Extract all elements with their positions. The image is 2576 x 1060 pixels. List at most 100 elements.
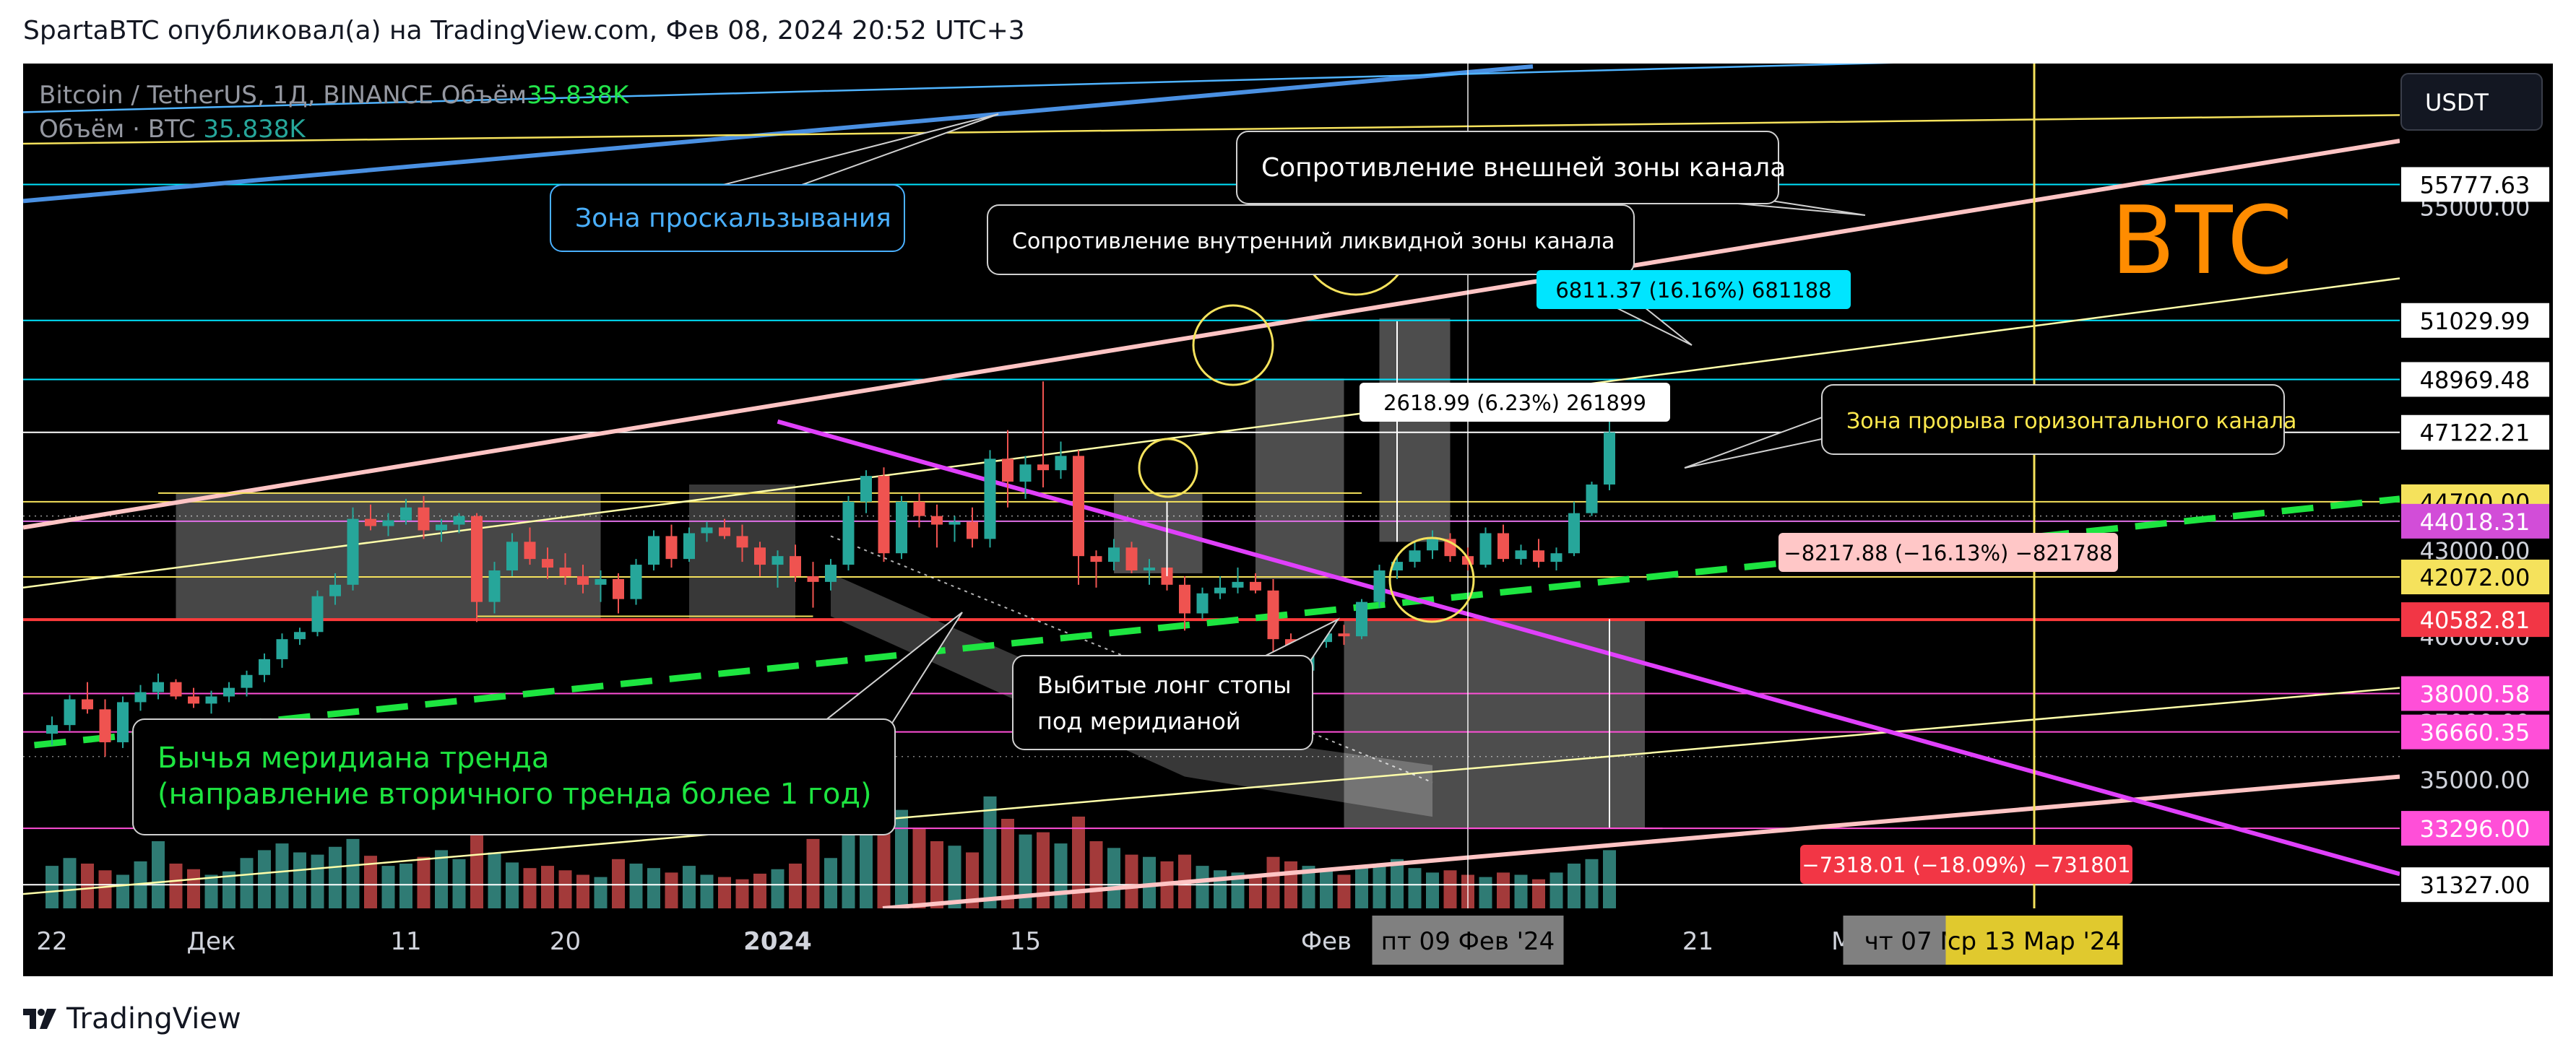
volume-bar <box>81 864 94 908</box>
volume-bar <box>222 871 235 908</box>
volume-bar <box>718 877 731 908</box>
candle-down <box>542 559 553 568</box>
tradingview-logo[interactable]: TradingView <box>23 1001 241 1037</box>
volume-bar <box>346 838 360 908</box>
callout-breakout-zone[interactable]: Зона прорыва горизонтального канала <box>1684 384 2296 469</box>
candle-up <box>1568 513 1580 554</box>
callout-slippage-zone[interactable]: Зона проскальзывания <box>550 113 999 252</box>
price-label-text: 55777.63 <box>2420 171 2530 199</box>
volume-bar <box>1426 872 1439 908</box>
currency-button-bg[interactable] <box>2400 73 2543 131</box>
candle-up <box>436 524 447 531</box>
price-label-text: 47122.21 <box>2420 420 2530 447</box>
volume-bar <box>364 856 377 908</box>
candle-down <box>665 536 678 560</box>
price-label-text: 36660.35 <box>2420 719 2530 747</box>
candle-up <box>1019 464 1032 482</box>
candle-down <box>559 568 571 576</box>
measure-label-down-2[interactable]: −7318.01 (−18.09%) −731801 <box>1800 845 2132 884</box>
callout-stop-hunt-box <box>1012 655 1313 750</box>
tradingview-brand-text: TradingView <box>66 1002 241 1035</box>
volume-bar <box>488 852 501 908</box>
volume-bar <box>293 852 306 908</box>
candle-down <box>878 476 890 554</box>
volume-bar <box>1001 819 1014 908</box>
price-label-text: 48969.48 <box>2420 366 2530 394</box>
price-label-text: 40582.81 <box>2420 607 2530 634</box>
volume-bar <box>824 858 837 908</box>
price-label-33296.00: 33296.00 <box>2401 811 2549 846</box>
candle-down <box>719 527 730 536</box>
volume-bar <box>399 864 412 908</box>
volume-bar <box>1231 872 1245 908</box>
candle-up <box>382 520 394 526</box>
candle-down <box>188 696 199 704</box>
yellow-top-line <box>23 114 2400 145</box>
volume-bar <box>1373 864 1386 908</box>
inner-channel-bottom <box>23 687 2400 895</box>
volume-bar <box>1266 856 1280 908</box>
callout-bullish-meridian-text: Бычья меридиана тренда <box>157 742 549 775</box>
volume-bar <box>541 866 554 908</box>
measure-label-up-1[interactable]: 6811.37 (16.16%) 681188 <box>1536 270 1851 309</box>
time-highlight-text: пт 09 Фев '24 <box>1381 927 1555 956</box>
zone-circle <box>1138 438 1198 498</box>
candle-up <box>1586 485 1598 513</box>
price-label-bg <box>2401 714 2549 750</box>
volume-bar <box>558 870 572 908</box>
price-chart[interactable]: Bitcoin / TetherUS, 1Д, BINANCE Объём35.… <box>23 64 2553 976</box>
volume-bar <box>204 874 218 908</box>
candle-up <box>152 682 164 692</box>
price-label-text: 51029.99 <box>2420 308 2530 335</box>
price-label-42072.00: 42072.00 <box>2401 560 2549 595</box>
price-label-bg <box>2401 560 2549 595</box>
callout-stop-hunt[interactable]: Выбитые лонг стопы под меридианой <box>1012 617 1340 750</box>
volume-bar <box>612 859 625 908</box>
measure-label-down-1-text: −8217.88 (−16.13%) −821788 <box>1784 541 2112 565</box>
measure-label-up-1-text: 6811.37 (16.16%) 681188 <box>1555 278 1831 303</box>
volume-bar <box>311 854 324 908</box>
volume-bar <box>1337 874 1351 908</box>
volume-bar <box>806 838 820 908</box>
price-label-bg <box>2401 167 2549 202</box>
candle-up <box>683 533 695 560</box>
candle-down <box>1037 464 1049 471</box>
callout-bullish-meridian-box <box>132 718 896 835</box>
candle-down <box>1533 550 1544 562</box>
measure-label-down-1[interactable]: −8217.88 (−16.13%) −821788 <box>1778 533 2118 572</box>
candle-down <box>524 542 536 560</box>
callout-bullish-meridian-text: (направление вторичного тренда более 1 г… <box>157 778 872 811</box>
callout-inner-resistance[interactable]: Сопротивление внутренний ликвидной зоны … <box>987 204 1693 346</box>
volume-bars <box>46 774 1616 908</box>
candle-up <box>1479 533 1492 565</box>
time-highlight-0: пт 09 Фев '24 <box>1372 916 1564 965</box>
candle-down <box>807 575 819 582</box>
callout-stop-hunt-text: Выбитые лонг стопы <box>1037 672 1291 699</box>
volume-bar <box>452 859 466 908</box>
currency-button[interactable]: USDT <box>2400 73 2543 131</box>
candle-down <box>1497 533 1509 560</box>
volume-bar <box>1302 866 1315 908</box>
price-label-bg <box>2401 602 2549 638</box>
volume-bar <box>1514 874 1528 908</box>
chart-area[interactable]: Bitcoin / TetherUS, 1Д, BINANCE Объём35.… <box>23 64 2553 976</box>
volume-bar <box>700 874 714 908</box>
candle-up <box>453 516 465 525</box>
measure-label-up-2-bg <box>1360 383 1670 422</box>
volume-bar <box>98 870 112 908</box>
volume-bar <box>576 874 589 908</box>
candle-down <box>1002 459 1013 482</box>
candle-down <box>418 507 430 531</box>
candle-up <box>134 692 147 703</box>
callout-outer-resistance[interactable]: Сопротивление внешней зоны канала <box>1236 131 1866 216</box>
measure-label-up-2[interactable]: 2618.99 (6.23%) 261899 <box>1360 383 1670 422</box>
measure-label-up-1-bg <box>1536 270 1851 309</box>
price-label-bg <box>2401 362 2549 397</box>
candle-up <box>64 699 76 726</box>
volume-bar <box>417 856 431 908</box>
time-tick: 2024 <box>743 927 812 956</box>
volume-bar <box>1125 854 1138 908</box>
callout-bullish-meridian[interactable]: Бычья меридиана тренда(направление втори… <box>132 612 963 835</box>
volume-bar <box>771 869 785 908</box>
time-axis[interactable] <box>23 908 2553 976</box>
